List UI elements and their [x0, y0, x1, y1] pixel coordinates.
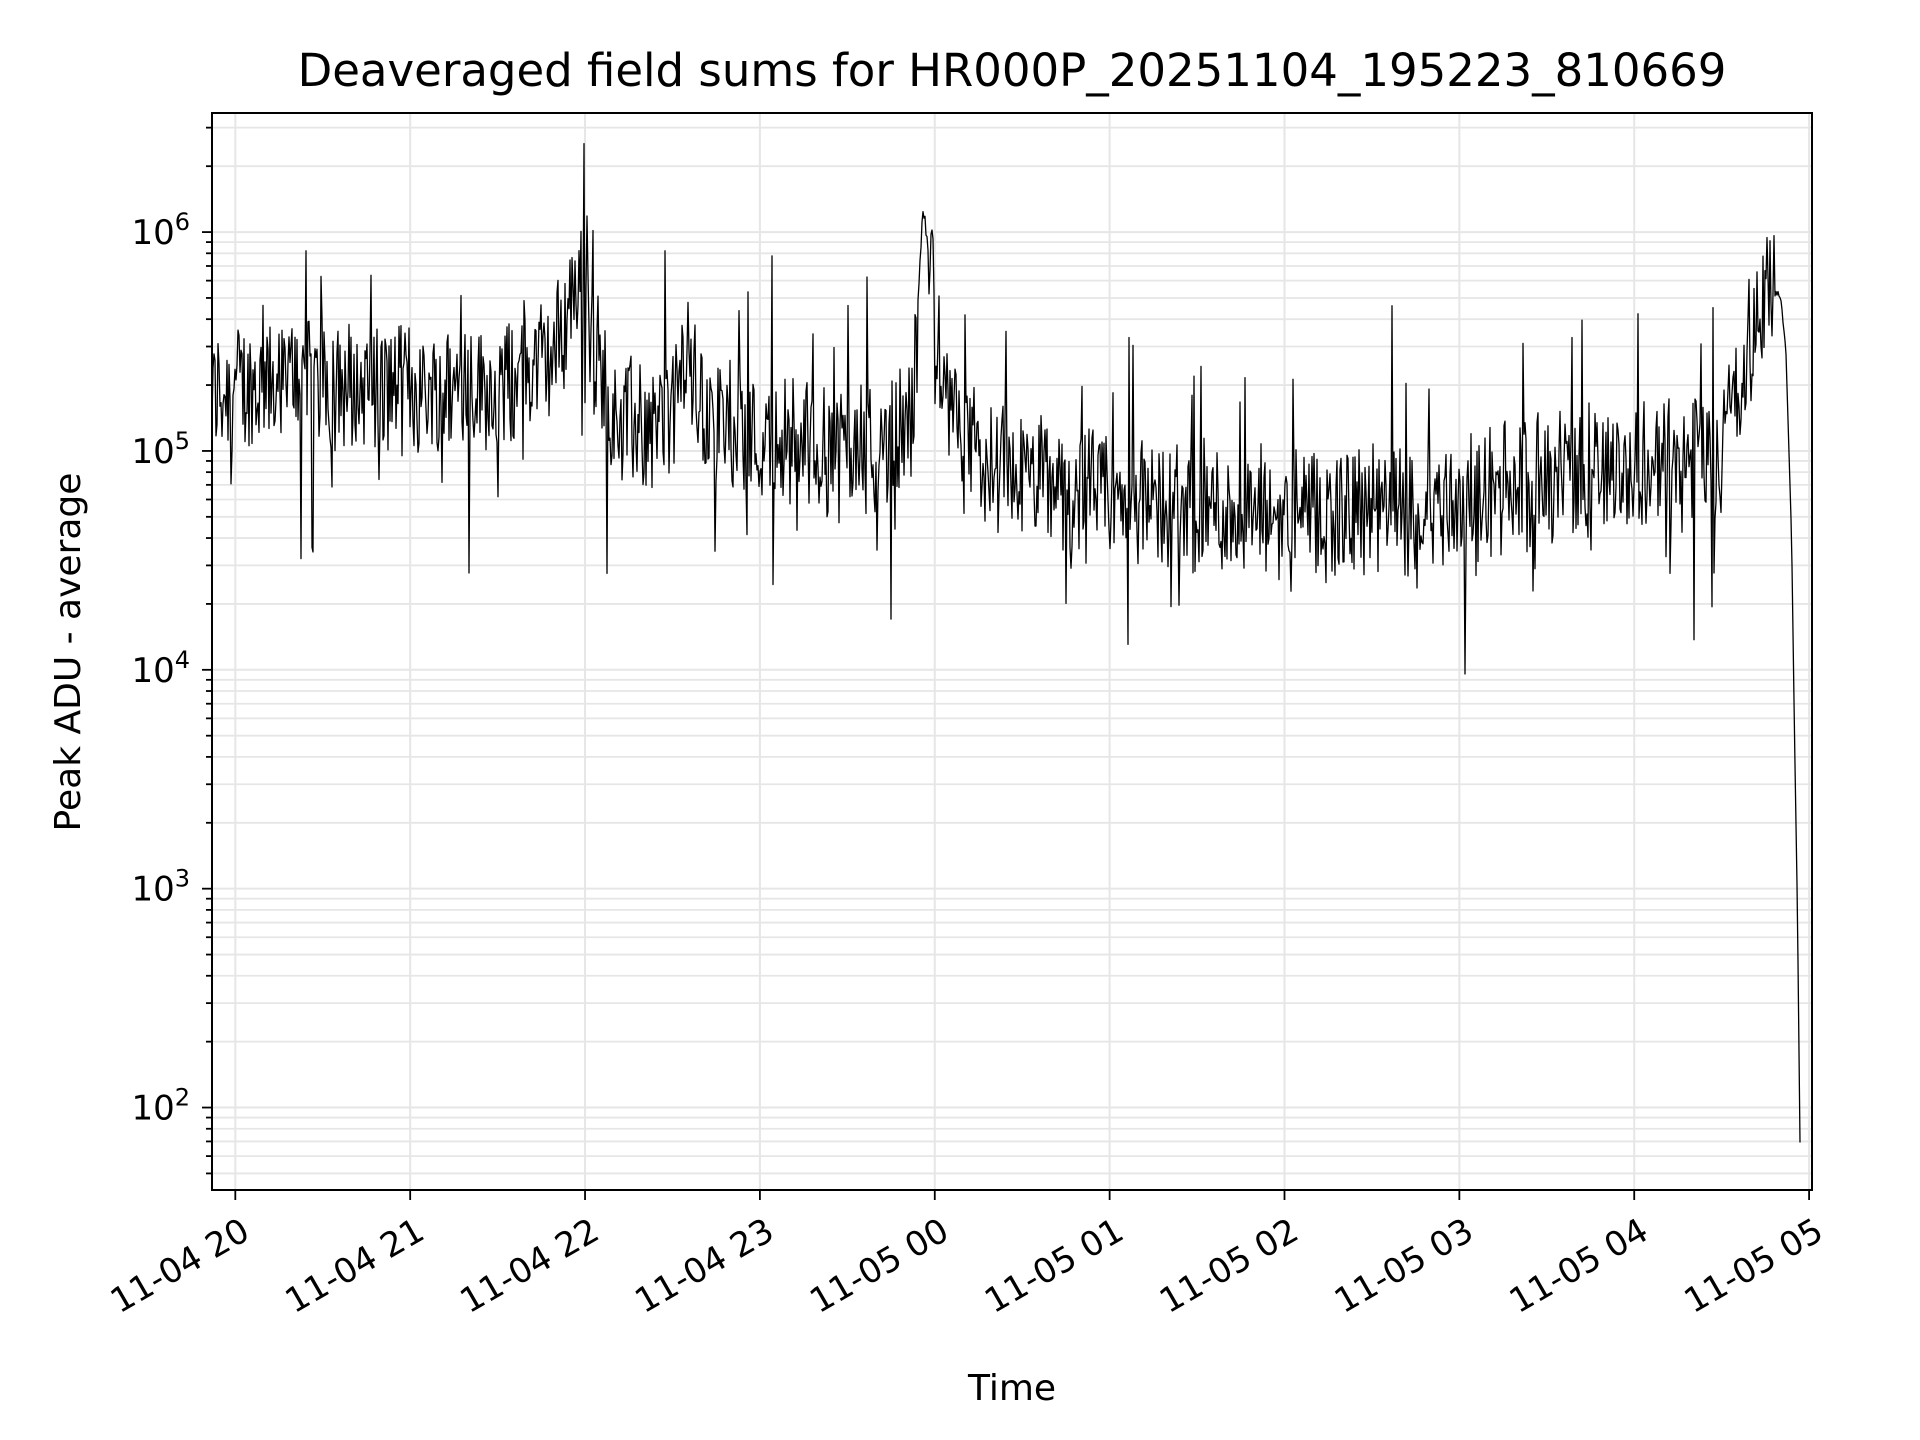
series-line [211, 142, 1801, 1143]
x-axis-title: Time [967, 1368, 1056, 1409]
series-layer [211, 142, 1801, 1143]
y-tick-label: 106 [131, 208, 190, 253]
chart-title: Deaveraged field sums for HR000P_2025110… [298, 44, 1727, 97]
y-tick-label: 103 [131, 865, 190, 910]
y-tick-label: 102 [131, 1084, 190, 1129]
y-axis-title: Peak ADU - average [48, 473, 89, 832]
grid [212, 113, 1812, 1190]
plot-frame [211, 112, 1813, 1191]
y-tick-label: 104 [131, 646, 190, 691]
y-tick-label: 105 [131, 427, 190, 472]
